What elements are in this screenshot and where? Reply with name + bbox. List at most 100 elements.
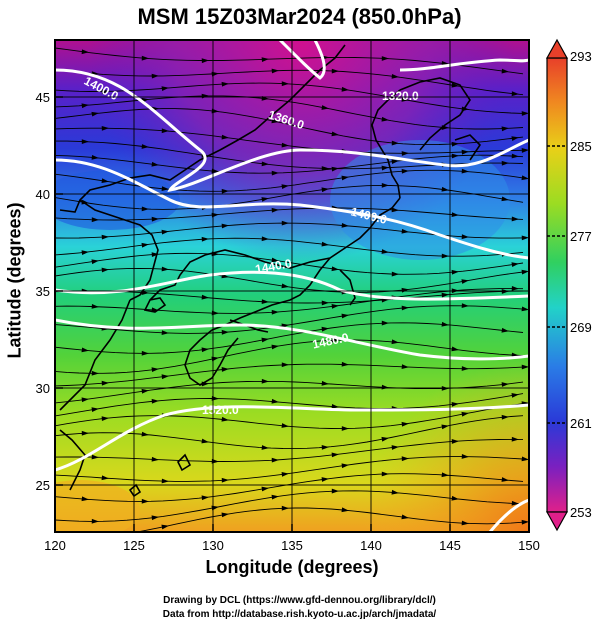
streamline-arrow	[521, 519, 529, 525]
streamline	[55, 438, 523, 462]
streamline-arrow	[501, 68, 509, 74]
streamline	[55, 68, 524, 96]
streamline-arrow	[461, 279, 469, 284]
streamline-arrow	[401, 364, 409, 370]
streamline-arrow	[201, 294, 209, 300]
streamline-arrow	[151, 367, 159, 373]
streamline-arrow	[381, 436, 389, 442]
streamline-arrow	[201, 347, 209, 353]
streamline	[55, 393, 524, 417]
streamline-arrow	[261, 197, 269, 202]
streamline-arrow	[391, 339, 399, 345]
streamline-arrow	[261, 57, 269, 63]
streamline-arrow	[501, 126, 509, 132]
streamline-arrow	[201, 495, 209, 501]
streamline-arrow	[281, 184, 289, 189]
streamline-arrow	[331, 452, 339, 458]
streamline-arrow	[91, 154, 99, 160]
height-contours	[55, 40, 529, 532]
streamline-arrow	[441, 424, 449, 430]
streamline-arrow	[271, 68, 279, 74]
streamline-arrow	[321, 105, 329, 110]
streamline-arrow	[401, 456, 409, 462]
streamline-arrow	[461, 303, 469, 308]
streamline-arrow	[281, 283, 289, 289]
x-tick-label: 130	[202, 538, 224, 553]
y-tick-label: 30	[36, 381, 50, 396]
streamline-arrow	[271, 207, 279, 213]
streamline-arrow	[461, 520, 469, 526]
streamline-arrow	[261, 299, 269, 305]
streamline-arrow	[221, 188, 229, 194]
streamline-arrow	[101, 234, 109, 240]
streamline-arrow	[91, 518, 99, 524]
streamline	[55, 267, 524, 293]
streamline-arrow	[511, 216, 519, 222]
streamline-arrow	[441, 472, 449, 478]
streamline-arrow	[461, 366, 469, 371]
streamline-arrow	[321, 187, 329, 193]
streamline-arrow	[461, 411, 469, 417]
colorbar-tick-label: 293	[570, 49, 592, 64]
streamline-arrow	[341, 86, 349, 92]
streamline-arrow	[81, 430, 89, 436]
streamline-arrow	[161, 229, 169, 235]
streamline-arrow	[401, 305, 409, 311]
streamline-arrow	[161, 86, 169, 92]
streamline	[55, 456, 524, 482]
streamline-arrow	[101, 475, 109, 481]
streamline-arrow	[101, 380, 109, 386]
streamline	[55, 108, 524, 146]
streamline-arrow	[451, 495, 459, 501]
streamline-arrow	[401, 151, 409, 156]
streamline-arrow	[281, 505, 289, 511]
streamline-arrow	[221, 81, 229, 87]
streamline-arrow	[201, 236, 209, 242]
streamline-arrow	[261, 337, 269, 343]
colorbar	[545, 38, 569, 532]
streamline-arrow	[151, 73, 159, 79]
colorbar-labels: 293 285 277 269 261 253	[570, 49, 592, 520]
streamline-arrow	[451, 212, 459, 218]
streamline-arrow	[281, 81, 289, 87]
credit-drawing: Drawing by DCL (https://www.gfd-dennou.o…	[163, 595, 436, 606]
colorbar-scale	[546, 57, 568, 513]
streamline-arrow	[271, 398, 279, 404]
streamline-arrow	[91, 304, 99, 309]
streamline	[55, 305, 524, 334]
streamline-arrow	[91, 217, 99, 223]
streamline-arrow	[261, 161, 269, 167]
streamline-arrow	[511, 91, 519, 97]
streamline-arrow	[381, 320, 389, 326]
x-tick-label: 145	[439, 538, 461, 553]
streamline-arrow	[211, 395, 219, 401]
x-tick-label: 140	[360, 538, 382, 553]
streamline-arrow	[161, 374, 169, 380]
streamline-arrow	[101, 267, 109, 273]
streamline-arrow	[221, 477, 229, 483]
streamline-arrow	[221, 134, 229, 140]
streamline-arrow	[391, 271, 399, 277]
colorbar-tick-label: 277	[570, 229, 592, 244]
streamline-arrow	[501, 196, 509, 202]
streamline-arrow	[451, 402, 459, 407]
streamline-arrow	[81, 103, 89, 109]
streamline-arrow	[521, 235, 529, 241]
streamline-arrow	[451, 141, 459, 147]
streamline-arrow	[151, 456, 159, 462]
streamline-arrow	[81, 496, 89, 502]
streamline-arrow	[331, 337, 339, 343]
streamline-arrow	[331, 131, 339, 137]
streamline-arrow	[261, 378, 269, 384]
streamline	[134, 507, 524, 532]
streamline-arrow	[151, 515, 159, 521]
streamline-arrow	[141, 206, 149, 212]
streamline-arrow	[381, 116, 389, 122]
y-tick-label: 45	[36, 90, 50, 105]
streamline-arrow	[511, 286, 519, 291]
streamline-arrow	[521, 269, 529, 275]
streamline-arrow	[271, 118, 279, 124]
streamline-arrow	[401, 228, 409, 234]
streamline-arrow	[81, 49, 89, 55]
